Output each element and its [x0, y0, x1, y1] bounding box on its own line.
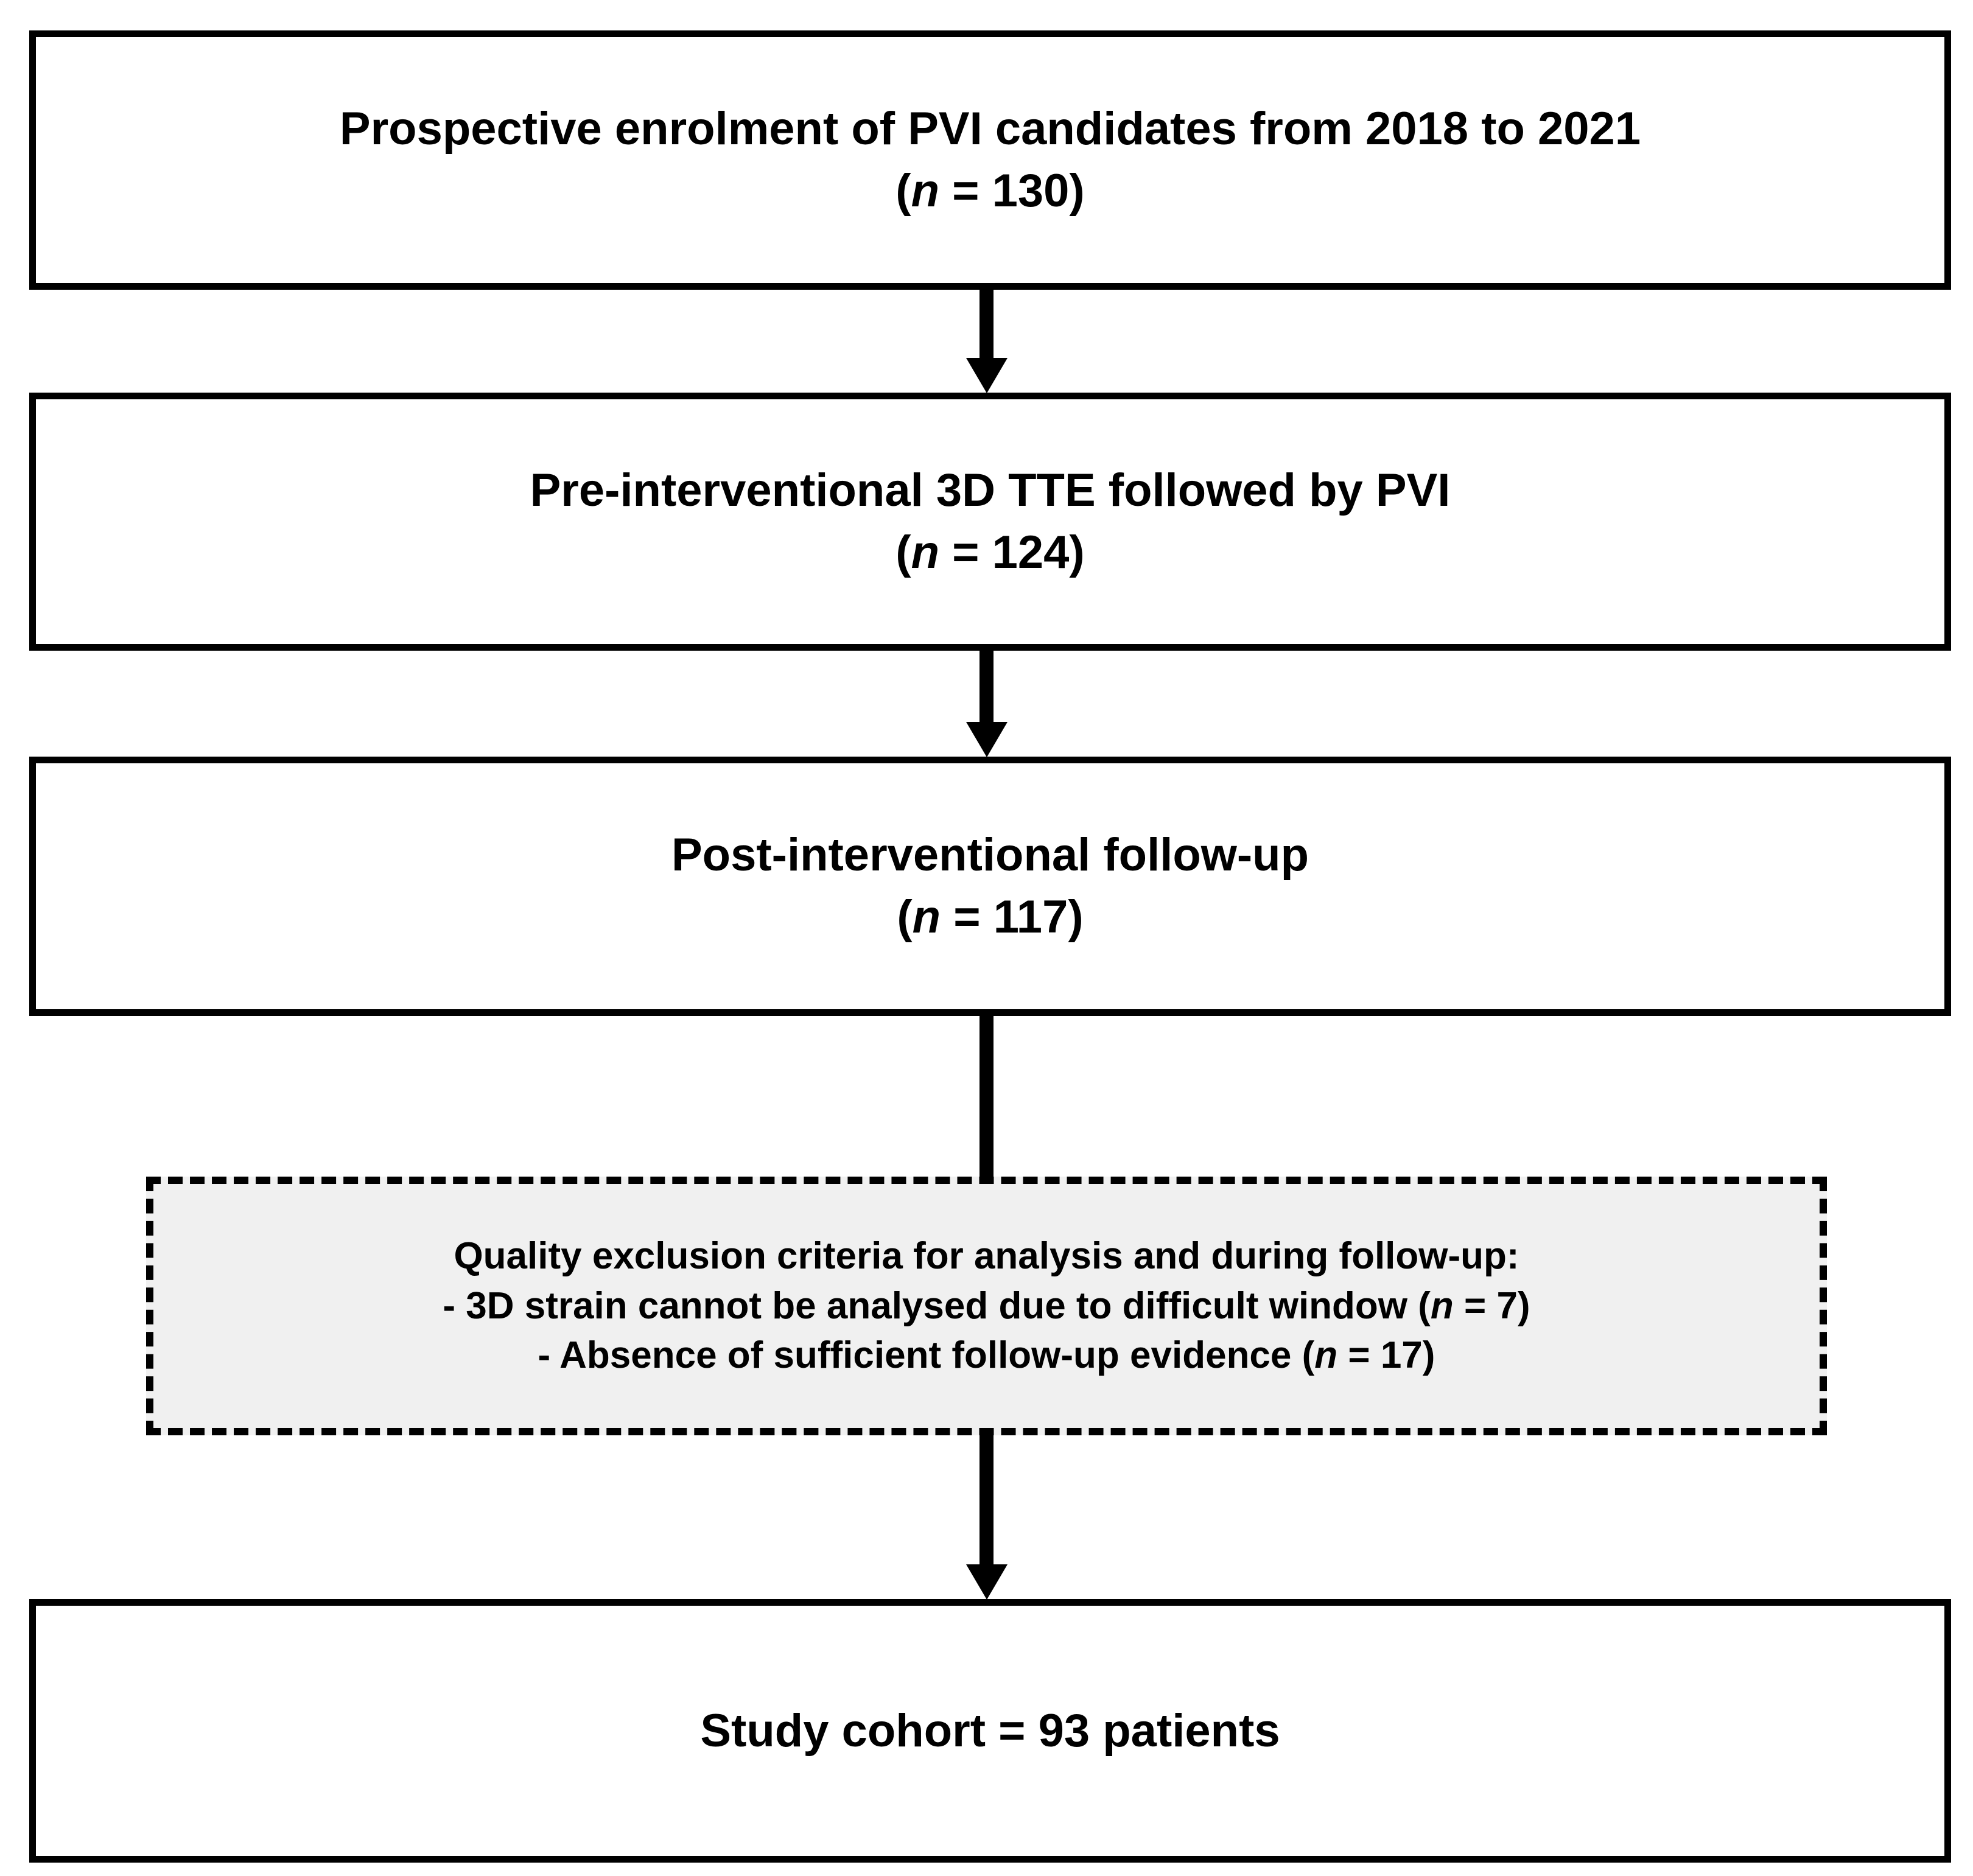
followup-count-value: = 117) [941, 891, 1084, 943]
arrowhead-4 [966, 1564, 1008, 1600]
cohort-title: Study cohort = 93 patients [700, 1704, 1280, 1757]
enrolment-title: Prospective enrolment of PVI candidates … [339, 103, 1641, 155]
enrolment-count: (n = 130) [895, 168, 1084, 214]
exclusion-item-1: - 3D strain cannot be analysed due to di… [443, 1281, 1530, 1331]
followup-count-n: n [912, 891, 941, 943]
tte-count-n: n [911, 527, 939, 578]
connector-line [979, 1013, 994, 1180]
enrolment-count-n: n [911, 165, 939, 217]
followup-count: (n = 117) [897, 894, 1083, 940]
flow-box-followup: Post-interventional follow-up (n = 117) [29, 757, 1951, 1016]
arrowhead-1 [966, 358, 1008, 393]
arrow-shaft-2 [979, 648, 994, 724]
arrow-shaft-1 [979, 286, 994, 360]
flow-box-enrolment: Prospective enrolment of PVI candidates … [29, 30, 1951, 290]
exclusion-item2-text: - Absence of sufficient follow-up eviden… [538, 1334, 1315, 1377]
enrolment-count-open: ( [895, 165, 911, 217]
exclusion-heading: Quality exclusion criteria for analysis … [454, 1234, 1519, 1277]
exclusion-item1-text: - 3D strain cannot be analysed due to di… [443, 1284, 1431, 1327]
tte-count-value: = 124) [939, 527, 1085, 578]
arrow-shaft-4 [979, 1432, 994, 1567]
flow-box-cohort: Study cohort = 93 patients [29, 1599, 1951, 1863]
enrolment-count-value: = 130) [939, 165, 1085, 217]
tte-count-open: ( [895, 527, 911, 578]
arrowhead-2 [966, 722, 1008, 757]
exclusion-item1-n: n [1430, 1284, 1454, 1327]
exclusion-item2-value: = 17) [1337, 1334, 1435, 1377]
flow-box-tte: Pre-interventional 3D TTE followed by PV… [29, 393, 1951, 651]
followup-title: Post-interventional follow-up [671, 829, 1309, 881]
tte-title: Pre-interventional 3D TTE followed by PV… [530, 464, 1451, 516]
tte-count: (n = 124) [895, 530, 1084, 576]
exclusion-item1-value: = 7) [1453, 1284, 1530, 1327]
exclusion-item-2: - Absence of sufficient follow-up eviden… [538, 1331, 1435, 1381]
exclusion-criteria-box: Quality exclusion criteria for analysis … [146, 1177, 1827, 1435]
followup-count-open: ( [897, 891, 913, 943]
exclusion-item2-n: n [1314, 1334, 1338, 1377]
